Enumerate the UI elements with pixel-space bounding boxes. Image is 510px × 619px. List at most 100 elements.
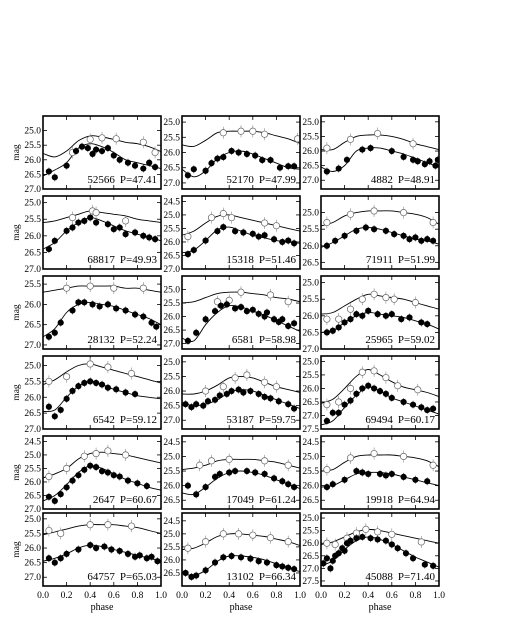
filled-data-point [347, 316, 354, 323]
open-data-point [374, 528, 382, 536]
open-data-point [202, 538, 210, 546]
panel-frame [42, 275, 162, 350]
filled-data-point [113, 305, 120, 312]
filled-data-point [235, 386, 242, 393]
filled-data-point [353, 467, 360, 475]
y-axis-label: mag [12, 384, 22, 401]
filled-data-point [421, 161, 428, 168]
filled-data-point [202, 237, 209, 244]
open-data-point [219, 129, 227, 137]
y-tick-label: 27.0 [163, 265, 180, 275]
open-data-point [390, 295, 398, 303]
filled-data-point [87, 378, 94, 385]
filled-data-point [343, 156, 351, 163]
filled-data-point [388, 311, 395, 318]
y-tick-label: 25.5 [302, 225, 319, 235]
y-tick-label: 26.5 [24, 409, 41, 419]
light-curve-panel-4882: 25.0 25.5 26.0 26.5 27.0 4882 P=48.91 [302, 115, 440, 190]
filled-data-point [131, 229, 139, 236]
filled-data-point [259, 157, 266, 164]
x-tick-label: 1.0 [294, 591, 306, 601]
filled-data-point [424, 478, 431, 485]
y-tick-label: 24.5 [24, 437, 41, 447]
filled-data-point [255, 558, 262, 565]
filled-data-point [214, 155, 221, 162]
y-tick-label: 25.0 [163, 286, 180, 296]
y-tick-label: 25.5 [24, 377, 41, 387]
y-tick-label: 26.0 [24, 156, 41, 166]
filled-data-point [57, 555, 64, 562]
y-tick-label: 27.0 [24, 573, 41, 583]
model-curve-open [321, 454, 439, 472]
y-tick-label: 25.5 [163, 543, 180, 553]
open-data-point [139, 138, 147, 146]
open-data-point [122, 451, 130, 459]
plot-area [182, 286, 300, 345]
y-tick-label: 27.0 [24, 265, 41, 275]
star-id: 28132 [87, 334, 115, 346]
y-tick-label: 26.0 [302, 539, 319, 549]
light-curve-panel-71911: 25.0 25.5 26.0 26.5 71911 P=51.99 [302, 195, 440, 270]
filled-data-point [409, 401, 417, 408]
panel-label: 6581 P=58.98 [232, 334, 297, 346]
panel-label: 17049 P=61.24 [226, 494, 296, 506]
open-data-point [358, 368, 366, 376]
filled-data-point [237, 303, 245, 311]
light-curve-panel-25965: 25.0 25.5 26.0 26.5 27.0 25965 P=59.02 [302, 275, 440, 355]
light-curve-panel-68817: 25.0 25.5 26.0 26.5 27.0 mag 68817 P=49.93 [12, 195, 162, 275]
light-curve-panel-52566: 25.0 25.5 26.0 26.5 27.0 mag 52566 P=47.41 [12, 115, 162, 195]
y-tick-label: 25.5 [24, 280, 41, 290]
filled-data-point [341, 232, 348, 239]
filled-data-point [104, 221, 111, 228]
open-data-point [417, 538, 425, 546]
filled-data-point [81, 466, 88, 473]
y-tick-label: 25.5 [163, 372, 180, 382]
panel-frame [181, 355, 301, 430]
x-tick-label: 1.0 [155, 591, 167, 601]
period-value: P=71.40 [398, 571, 436, 583]
y-tick-label: 26.5 [24, 248, 41, 258]
filled-data-point [87, 462, 94, 469]
model-curve-filled [182, 150, 300, 178]
x-tick-label: 0.0 [315, 591, 327, 601]
plot-area [321, 127, 439, 176]
filled-data-point [267, 157, 274, 164]
filled-data-point [252, 152, 259, 159]
y-tick-label: 27.0 [302, 176, 319, 186]
y-tick-label: 25.5 [302, 527, 319, 537]
filled-data-point [84, 145, 91, 152]
filled-data-point [220, 153, 227, 161]
plot-area [321, 447, 439, 492]
filled-data-point [188, 404, 195, 411]
period-value: P=60.67 [120, 494, 158, 506]
filled-data-point [400, 398, 407, 406]
x-tick-label: 0.6 [247, 591, 259, 601]
filled-data-point [237, 554, 245, 561]
open-data-point [92, 450, 100, 458]
y-tick-label: 24.5 [163, 517, 180, 527]
x-tick-label: 1.0 [433, 591, 445, 601]
open-data-point [346, 454, 355, 462]
filled-data-point [270, 475, 278, 482]
filled-data-point [45, 245, 53, 253]
panel-frame [42, 355, 162, 430]
filled-data-point [190, 166, 197, 173]
filled-data-point [240, 389, 247, 396]
y-tick-label: 27.5 [302, 425, 319, 435]
filled-data-point [418, 404, 425, 411]
star-id: 2647 [93, 494, 116, 506]
filled-data-point [341, 401, 348, 408]
y-tick-label: 27.0 [24, 425, 41, 435]
panel-label: 69494 P=60.17 [365, 414, 435, 426]
y-tick-label: 26.0 [24, 393, 41, 403]
filled-data-point [323, 555, 330, 562]
filled-data-point [69, 477, 76, 484]
y-tick-label: 25.5 [24, 215, 41, 225]
filled-data-point [261, 232, 268, 239]
plot-area [182, 125, 300, 180]
star-id: 19918 [365, 494, 393, 506]
y-tick-label: 26.0 [24, 478, 41, 488]
filled-data-point [353, 227, 360, 234]
y-tick-label: 26.0 [302, 384, 319, 394]
open-data-point [184, 544, 192, 552]
